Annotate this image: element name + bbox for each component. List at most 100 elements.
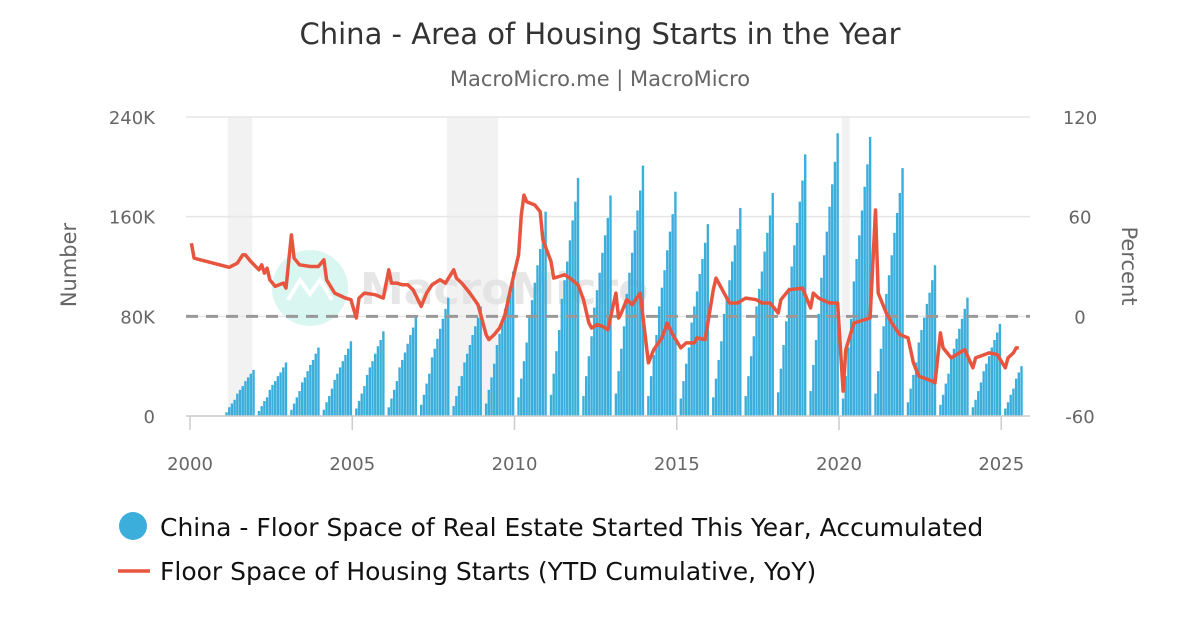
bar: [809, 391, 812, 416]
bar: [322, 409, 326, 416]
bar: [630, 252, 634, 416]
bar: [922, 317, 926, 416]
bar: [747, 376, 750, 416]
bar: [555, 351, 558, 416]
bar: [284, 362, 288, 416]
bar: [414, 317, 417, 416]
bar: [760, 271, 764, 416]
bar: [785, 321, 788, 416]
bar: [795, 222, 799, 416]
bar: [814, 340, 818, 416]
chart-title: China - Area of Housing Starts in the Ye…: [300, 17, 901, 51]
bar: [447, 297, 450, 416]
bar: [495, 344, 499, 416]
bar: [655, 335, 658, 416]
bar: [685, 363, 688, 416]
bar: [530, 300, 534, 416]
bar: [560, 298, 564, 416]
bar: [820, 277, 823, 416]
bar: [282, 367, 285, 416]
bar: [336, 373, 339, 416]
legend: China - Floor Space of Real Estate Start…: [118, 512, 983, 586]
legend-bar-label: China - Floor Space of Real Estate Start…: [160, 513, 983, 542]
bar: [371, 361, 374, 416]
bar: [403, 352, 407, 416]
legend-item-bars[interactable]: China - Floor Space of Real Estate Start…: [119, 512, 983, 542]
bar: [758, 288, 761, 416]
bar: [290, 409, 293, 416]
bar: [436, 338, 439, 416]
bar: [368, 367, 372, 416]
bar: [803, 154, 807, 416]
bar: [920, 330, 923, 416]
bar: [950, 357, 953, 416]
bar: [725, 297, 728, 416]
bar: [587, 356, 591, 416]
bar: [668, 231, 672, 416]
bar: [657, 306, 661, 416]
axes: 0 80K 160K 240K -60 0 60 120 2000 2005 2010 2015 202…: [109, 108, 1097, 475]
y-tick-left: 0: [144, 407, 155, 428]
bar: [365, 374, 369, 416]
bar: [714, 378, 718, 416]
bar: [931, 280, 934, 416]
bar: [228, 407, 231, 416]
x-tick-label: 2020: [816, 454, 862, 475]
bar: [538, 249, 542, 416]
bar: [330, 388, 334, 416]
bar: [912, 374, 915, 416]
bar: [977, 391, 980, 416]
bar: [944, 383, 948, 416]
bar: [858, 235, 861, 416]
bar: [693, 306, 696, 416]
bar: [841, 398, 845, 416]
bar: [609, 195, 612, 416]
y-tick-left: 80K: [120, 307, 156, 328]
bar: [939, 404, 942, 416]
bar: [831, 184, 834, 416]
bar: [877, 371, 880, 416]
bar: [766, 232, 769, 416]
bar: [549, 394, 553, 416]
bar: [471, 335, 474, 416]
bar: [460, 376, 463, 416]
bar: [444, 308, 447, 416]
y-axis-left-title: Number: [57, 222, 81, 307]
bar: [595, 290, 599, 416]
yoy-line: [189, 193, 1019, 393]
bar: [333, 379, 336, 416]
bar: [844, 376, 847, 416]
bar: [276, 376, 280, 416]
bar: [390, 398, 393, 416]
bar: [246, 377, 250, 416]
bar: [301, 382, 304, 416]
watermark-logo-icon: [272, 250, 348, 326]
bar: [620, 348, 623, 416]
bar: [465, 353, 469, 416]
bar: [1014, 378, 1018, 416]
legend-item-line[interactable]: Floor Space of Housing Starts (YTD Cumul…: [118, 557, 816, 586]
bar: [576, 178, 580, 416]
bar: [441, 318, 445, 416]
bar: [801, 180, 804, 416]
bar: [636, 210, 639, 416]
bar: [593, 307, 596, 416]
bar: [509, 286, 512, 416]
bar: [476, 317, 480, 416]
bar: [230, 403, 234, 416]
bar: [793, 245, 796, 416]
bar: [233, 399, 236, 416]
bar: [641, 165, 645, 416]
bar: [995, 332, 999, 416]
bar: [536, 265, 539, 416]
bar: [625, 293, 628, 416]
bar: [603, 235, 607, 416]
bar: [755, 306, 758, 416]
bar: [355, 408, 358, 416]
bar: [787, 287, 791, 416]
bar: [430, 357, 434, 416]
bar: [338, 367, 342, 416]
bar: [533, 282, 536, 416]
bar: [273, 381, 277, 416]
